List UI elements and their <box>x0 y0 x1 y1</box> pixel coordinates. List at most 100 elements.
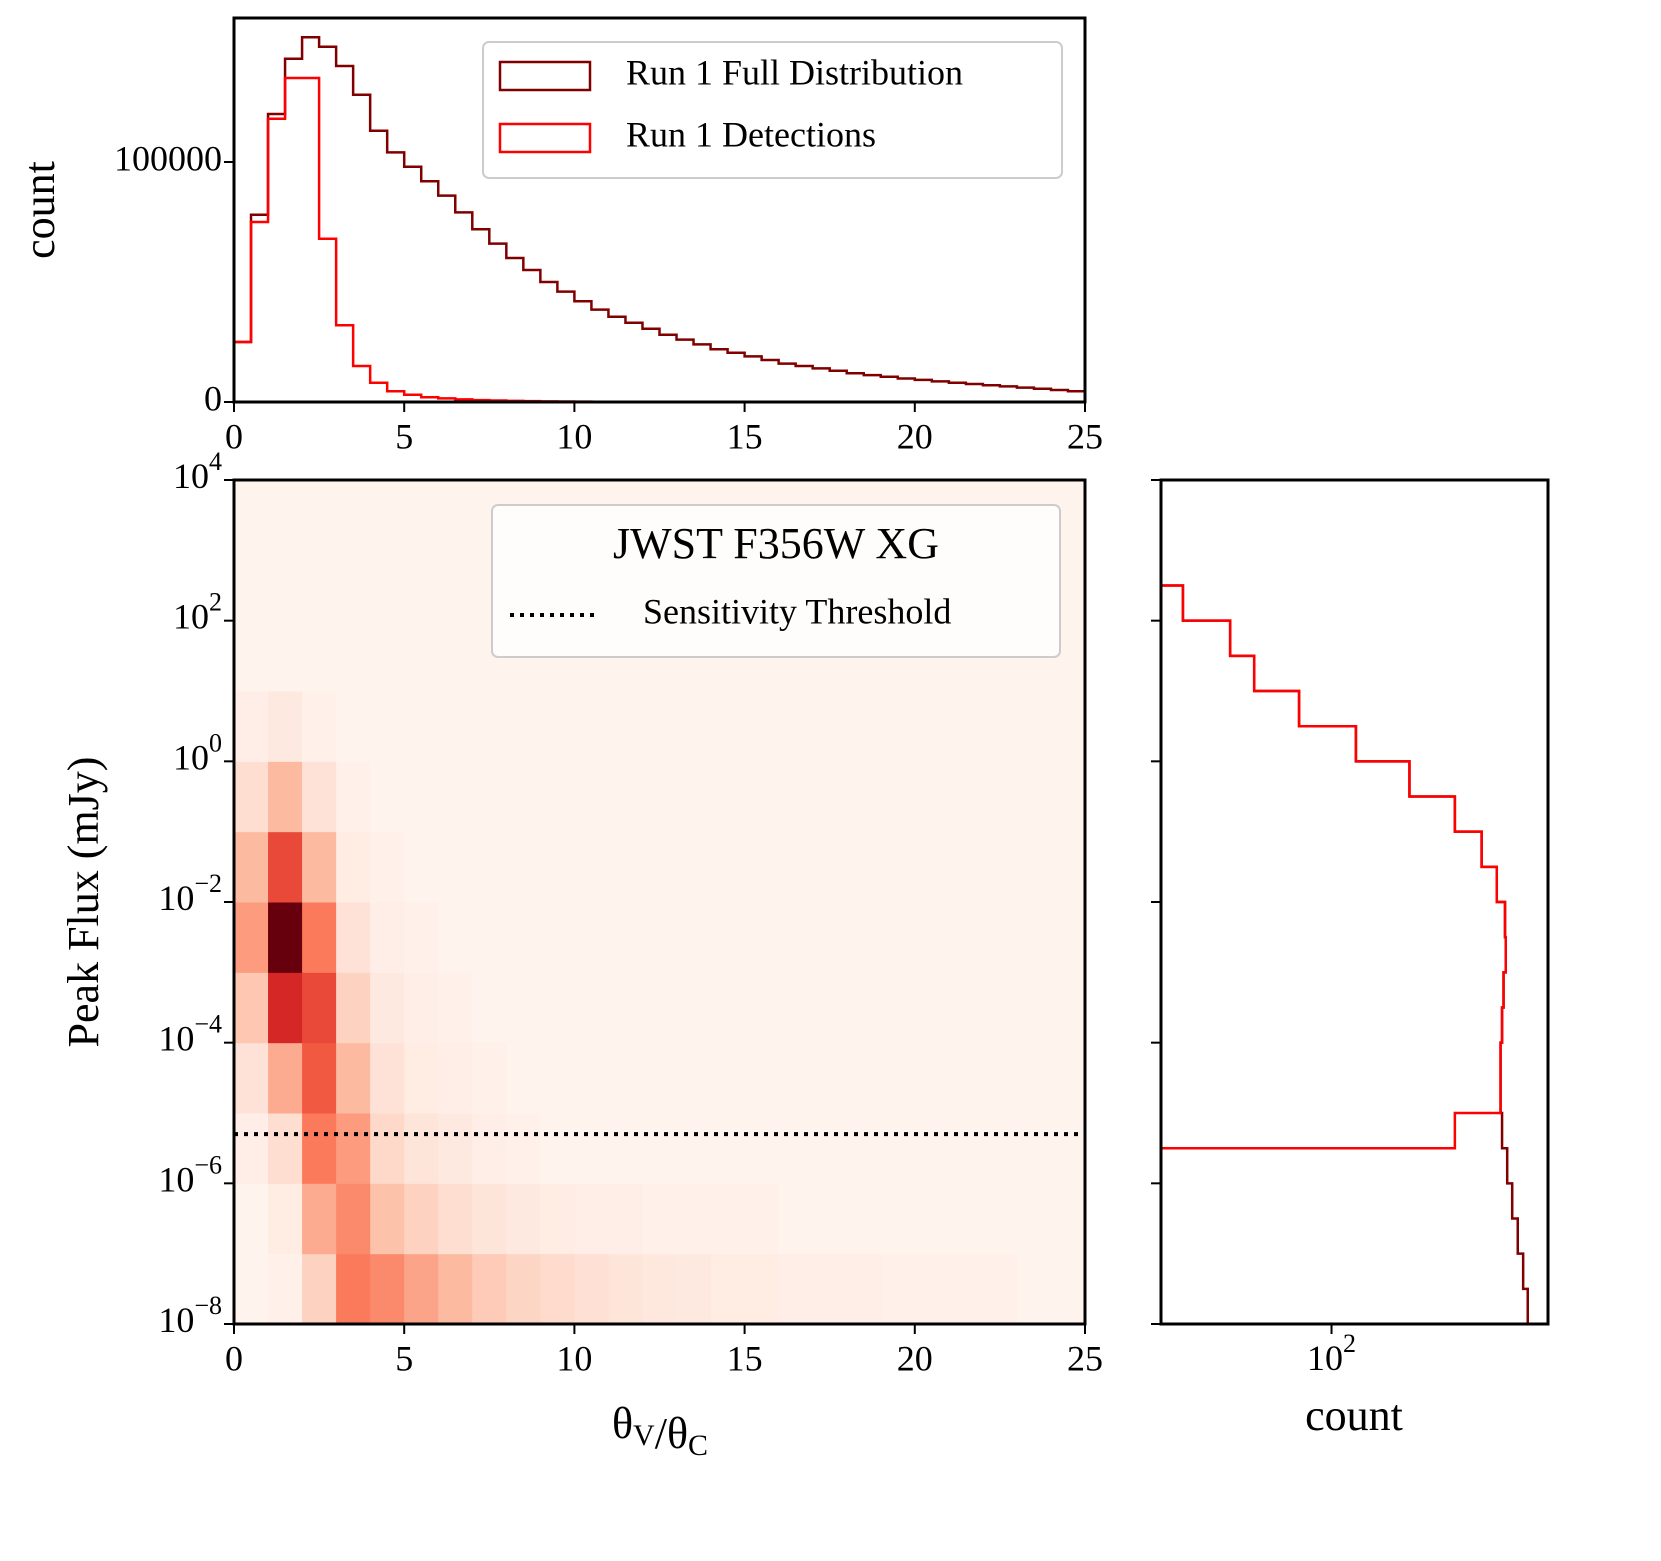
legend-patch <box>498 60 592 92</box>
heatmap-cell <box>506 1183 541 1255</box>
heatmap-cell <box>880 1253 916 1325</box>
heatmap-cell <box>948 1042 984 1114</box>
heatmap-cell <box>676 1183 712 1255</box>
heatmap-cell <box>948 831 984 903</box>
heatmap-cell <box>370 1113 405 1184</box>
legend-label: Run 1 Detections <box>626 114 876 154</box>
heatmap-cell <box>302 902 337 973</box>
heatmap-cell <box>404 902 439 973</box>
heatmap-cell <box>744 1042 780 1114</box>
legend-label: Sensitivity Threshold <box>643 591 951 631</box>
heatmap-cell <box>676 761 712 833</box>
heatmap-cell <box>710 1253 746 1325</box>
heatmap-cell <box>336 1183 371 1255</box>
heatmap-cell <box>302 972 337 1044</box>
heatmap-cell <box>608 761 643 833</box>
heatmap-cell <box>540 1183 575 1255</box>
heatmap-cell <box>982 1113 1018 1184</box>
heatmap-cell <box>948 1183 984 1255</box>
heatmap-cell <box>846 902 882 973</box>
heatmap-cell <box>336 1042 371 1114</box>
heatmap-cell <box>676 1113 712 1184</box>
heatmap-cell <box>234 550 269 622</box>
heatmap-cell <box>506 1113 541 1184</box>
heatmap-cell <box>778 831 814 903</box>
heatmap-cell <box>846 972 882 1044</box>
heatmap-cell <box>336 831 371 903</box>
heatmap-cell <box>302 761 337 833</box>
heatmap-cell <box>574 831 609 903</box>
heatmap-cell <box>336 620 371 692</box>
heatmap-cell <box>302 1113 337 1184</box>
heatmap-cell <box>234 761 269 833</box>
heatmap-cell <box>1050 1183 1086 1255</box>
y-tick-label: 100 <box>173 728 222 777</box>
y-tick-label: 10−6 <box>158 1150 222 1199</box>
heatmap-cell <box>540 902 575 973</box>
heatmap-cell <box>676 1253 712 1325</box>
heatmap-cell <box>710 1183 746 1255</box>
x-tick-label: 15 <box>727 1338 763 1378</box>
heatmap-cell <box>370 480 405 551</box>
heatmap-cell <box>404 480 439 551</box>
heatmap-cell <box>880 1113 916 1184</box>
heatmap-cell <box>812 1042 848 1114</box>
heatmap-cell <box>370 691 405 762</box>
heatmap-cell <box>880 1183 916 1255</box>
y-tick-label: 10−2 <box>158 869 222 918</box>
heatmap-cell <box>472 831 507 903</box>
heatmap-cell <box>574 972 609 1044</box>
heatmap-cell <box>778 761 814 833</box>
y-tick-label: 0 <box>204 378 222 418</box>
heatmap-cell <box>234 691 269 762</box>
heatmap-cell <box>268 1042 303 1114</box>
x-tick-label: 10 <box>556 416 592 456</box>
x-tick-label: 0 <box>225 1338 243 1378</box>
heatmap-cell <box>404 1042 439 1114</box>
heatmap-cell <box>268 1253 303 1325</box>
heatmap-cell <box>914 1183 950 1255</box>
right-x-label: count <box>1305 1391 1403 1440</box>
heatmap-cell <box>676 691 712 762</box>
heatmap-cell <box>404 1113 439 1184</box>
heatmap-cell <box>948 1253 984 1325</box>
x-tick-label: 102 <box>1307 1329 1356 1378</box>
y-tick-label: 100000 <box>114 138 222 178</box>
heatmap-cell <box>778 1113 814 1184</box>
heatmap-cell <box>1016 691 1052 762</box>
heatmap-cell <box>472 1042 507 1114</box>
heatmap-cell <box>1016 1253 1052 1325</box>
heatmap-cell <box>302 1253 337 1325</box>
heatmap-cell <box>608 972 643 1044</box>
heatmap-cell <box>404 972 439 1044</box>
heatmap-cell <box>370 831 405 903</box>
heatmap-cell <box>370 972 405 1044</box>
heatmap-cell <box>438 620 473 692</box>
heatmap-cell <box>812 1183 848 1255</box>
heatmap-cell <box>948 972 984 1044</box>
heatmap-cell <box>234 620 269 692</box>
heatmap-cell <box>812 1253 848 1325</box>
heatmap-cell <box>506 972 541 1044</box>
heatmap-cell <box>404 1253 439 1325</box>
heatmap-cell <box>268 761 303 833</box>
heatmap-cell <box>914 1253 950 1325</box>
heatmap-cell <box>880 691 916 762</box>
main-y-label: Peak Flux (mJy) <box>59 757 108 1048</box>
heatmap-cell <box>336 902 371 973</box>
heatmap-cell <box>744 972 780 1044</box>
heatmap-cell <box>812 902 848 973</box>
heatmap-cell <box>336 550 371 622</box>
heatmap-cell <box>676 831 712 903</box>
heatmap-cell <box>812 691 848 762</box>
heatmap-cell <box>472 761 507 833</box>
heatmap-cell <box>234 480 269 551</box>
heatmap-cell <box>880 972 916 1044</box>
heatmap-cell <box>574 902 609 973</box>
heatmap-cell <box>302 831 337 903</box>
heatmap-cell <box>268 902 303 973</box>
heatmap-cell <box>1050 1113 1086 1184</box>
heatmap-cell <box>914 831 950 903</box>
heatmap-cell <box>234 831 269 903</box>
heatmap-cell <box>302 1183 337 1255</box>
